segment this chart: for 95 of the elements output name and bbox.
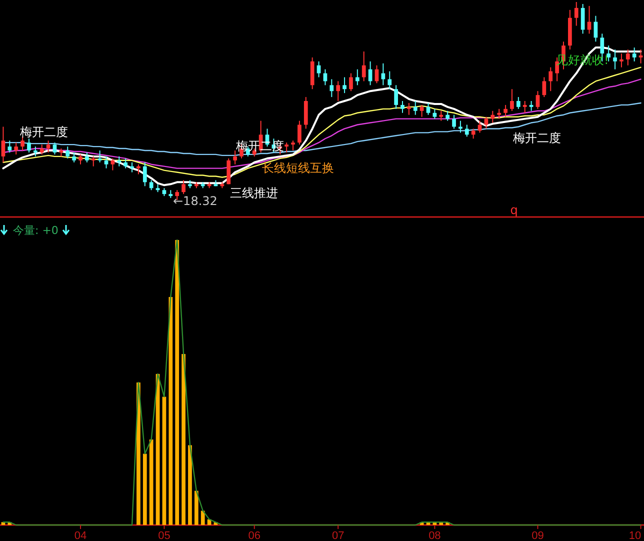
candlestick [124,158,128,169]
candlestick [14,142,18,155]
x-tick-label: 09 [532,530,544,541]
candlestick [355,68,360,86]
candlestick [182,180,186,195]
candlestick [78,154,82,165]
candlestick [130,162,134,173]
candlestick [484,116,488,130]
candlestick [548,66,553,92]
candlestick [613,49,617,70]
candlestick [471,128,476,140]
x-tick-label: 08 [428,530,441,541]
candlestick [362,51,366,82]
candlestick [490,110,495,124]
candlestick [291,140,295,151]
x-tick-label: 05 [158,530,170,541]
candlestick [580,3,585,34]
bar [175,240,180,525]
candlestick [516,96,520,110]
candlestick [510,88,514,112]
annotation: 长线短线互换 [262,161,334,175]
candlestick [400,100,404,114]
candlestick [349,72,353,92]
candlestick [330,78,334,98]
candlestick [432,108,437,120]
candlestick [464,124,469,138]
candlestick [40,144,44,155]
candlestick [638,49,643,64]
candlestick [46,140,50,153]
annotation: 梅开二度 [512,131,561,145]
candlestick [497,108,502,120]
candlestick [298,120,302,146]
candlestick [606,45,611,62]
candlestick [452,114,456,130]
bar [188,445,192,525]
annotation: 三线推进 [230,186,278,200]
candlestick [91,156,96,167]
candlestick [542,76,546,98]
candlestick [381,62,386,86]
candlestick [407,102,411,116]
candlestick [529,100,534,112]
bar [149,440,154,525]
candlestick [304,96,308,130]
candlestick [446,110,450,122]
candlestick [336,80,340,102]
bar [168,297,173,525]
candlestick [226,158,231,185]
bar [182,354,186,525]
candlestick [426,102,430,116]
annotation: 梅开二度 [19,125,68,139]
candlestick [85,152,89,163]
candlestick [1,126,6,163]
bar [194,490,198,525]
x-tick-label: 07 [332,530,344,541]
candlestick [420,104,424,118]
candlestick [342,76,346,94]
candlestick [574,2,578,26]
candlestick [439,110,444,122]
text: q [510,203,518,217]
bar [162,396,166,525]
annotation: ←18.32 [173,194,218,208]
bar [200,510,205,525]
chart-title: 今量: +0 [13,224,58,237]
candlestick [620,52,624,68]
candlestick [27,138,31,153]
x-tick-label: 06 [248,530,261,541]
candlestick [626,49,630,66]
candlestick [136,164,140,175]
candlestick [33,146,38,157]
candlestick [504,104,508,118]
candlestick [8,140,12,153]
candlestick [632,47,636,62]
candlestick [536,90,540,110]
candlestick [110,158,115,171]
candlestick [117,156,122,167]
candlestick [66,146,70,159]
candlestick [316,60,321,78]
candlestick [522,100,527,114]
candlestick [104,156,108,169]
x-tick-label: 10 [628,530,642,541]
candlestick [149,180,154,191]
candlestick [98,150,102,163]
candlestick [233,150,237,165]
bar [142,454,147,525]
candlestick [394,84,398,110]
candlestick [142,162,147,187]
candlestick [413,100,418,116]
candlestick [388,70,392,90]
candlestick [310,56,314,90]
candlestick [72,152,76,163]
candlestick [20,136,24,151]
candlestick [458,120,462,134]
candlestick [284,142,289,153]
candlestick [52,142,57,155]
x-tick-label: 04 [74,530,87,541]
